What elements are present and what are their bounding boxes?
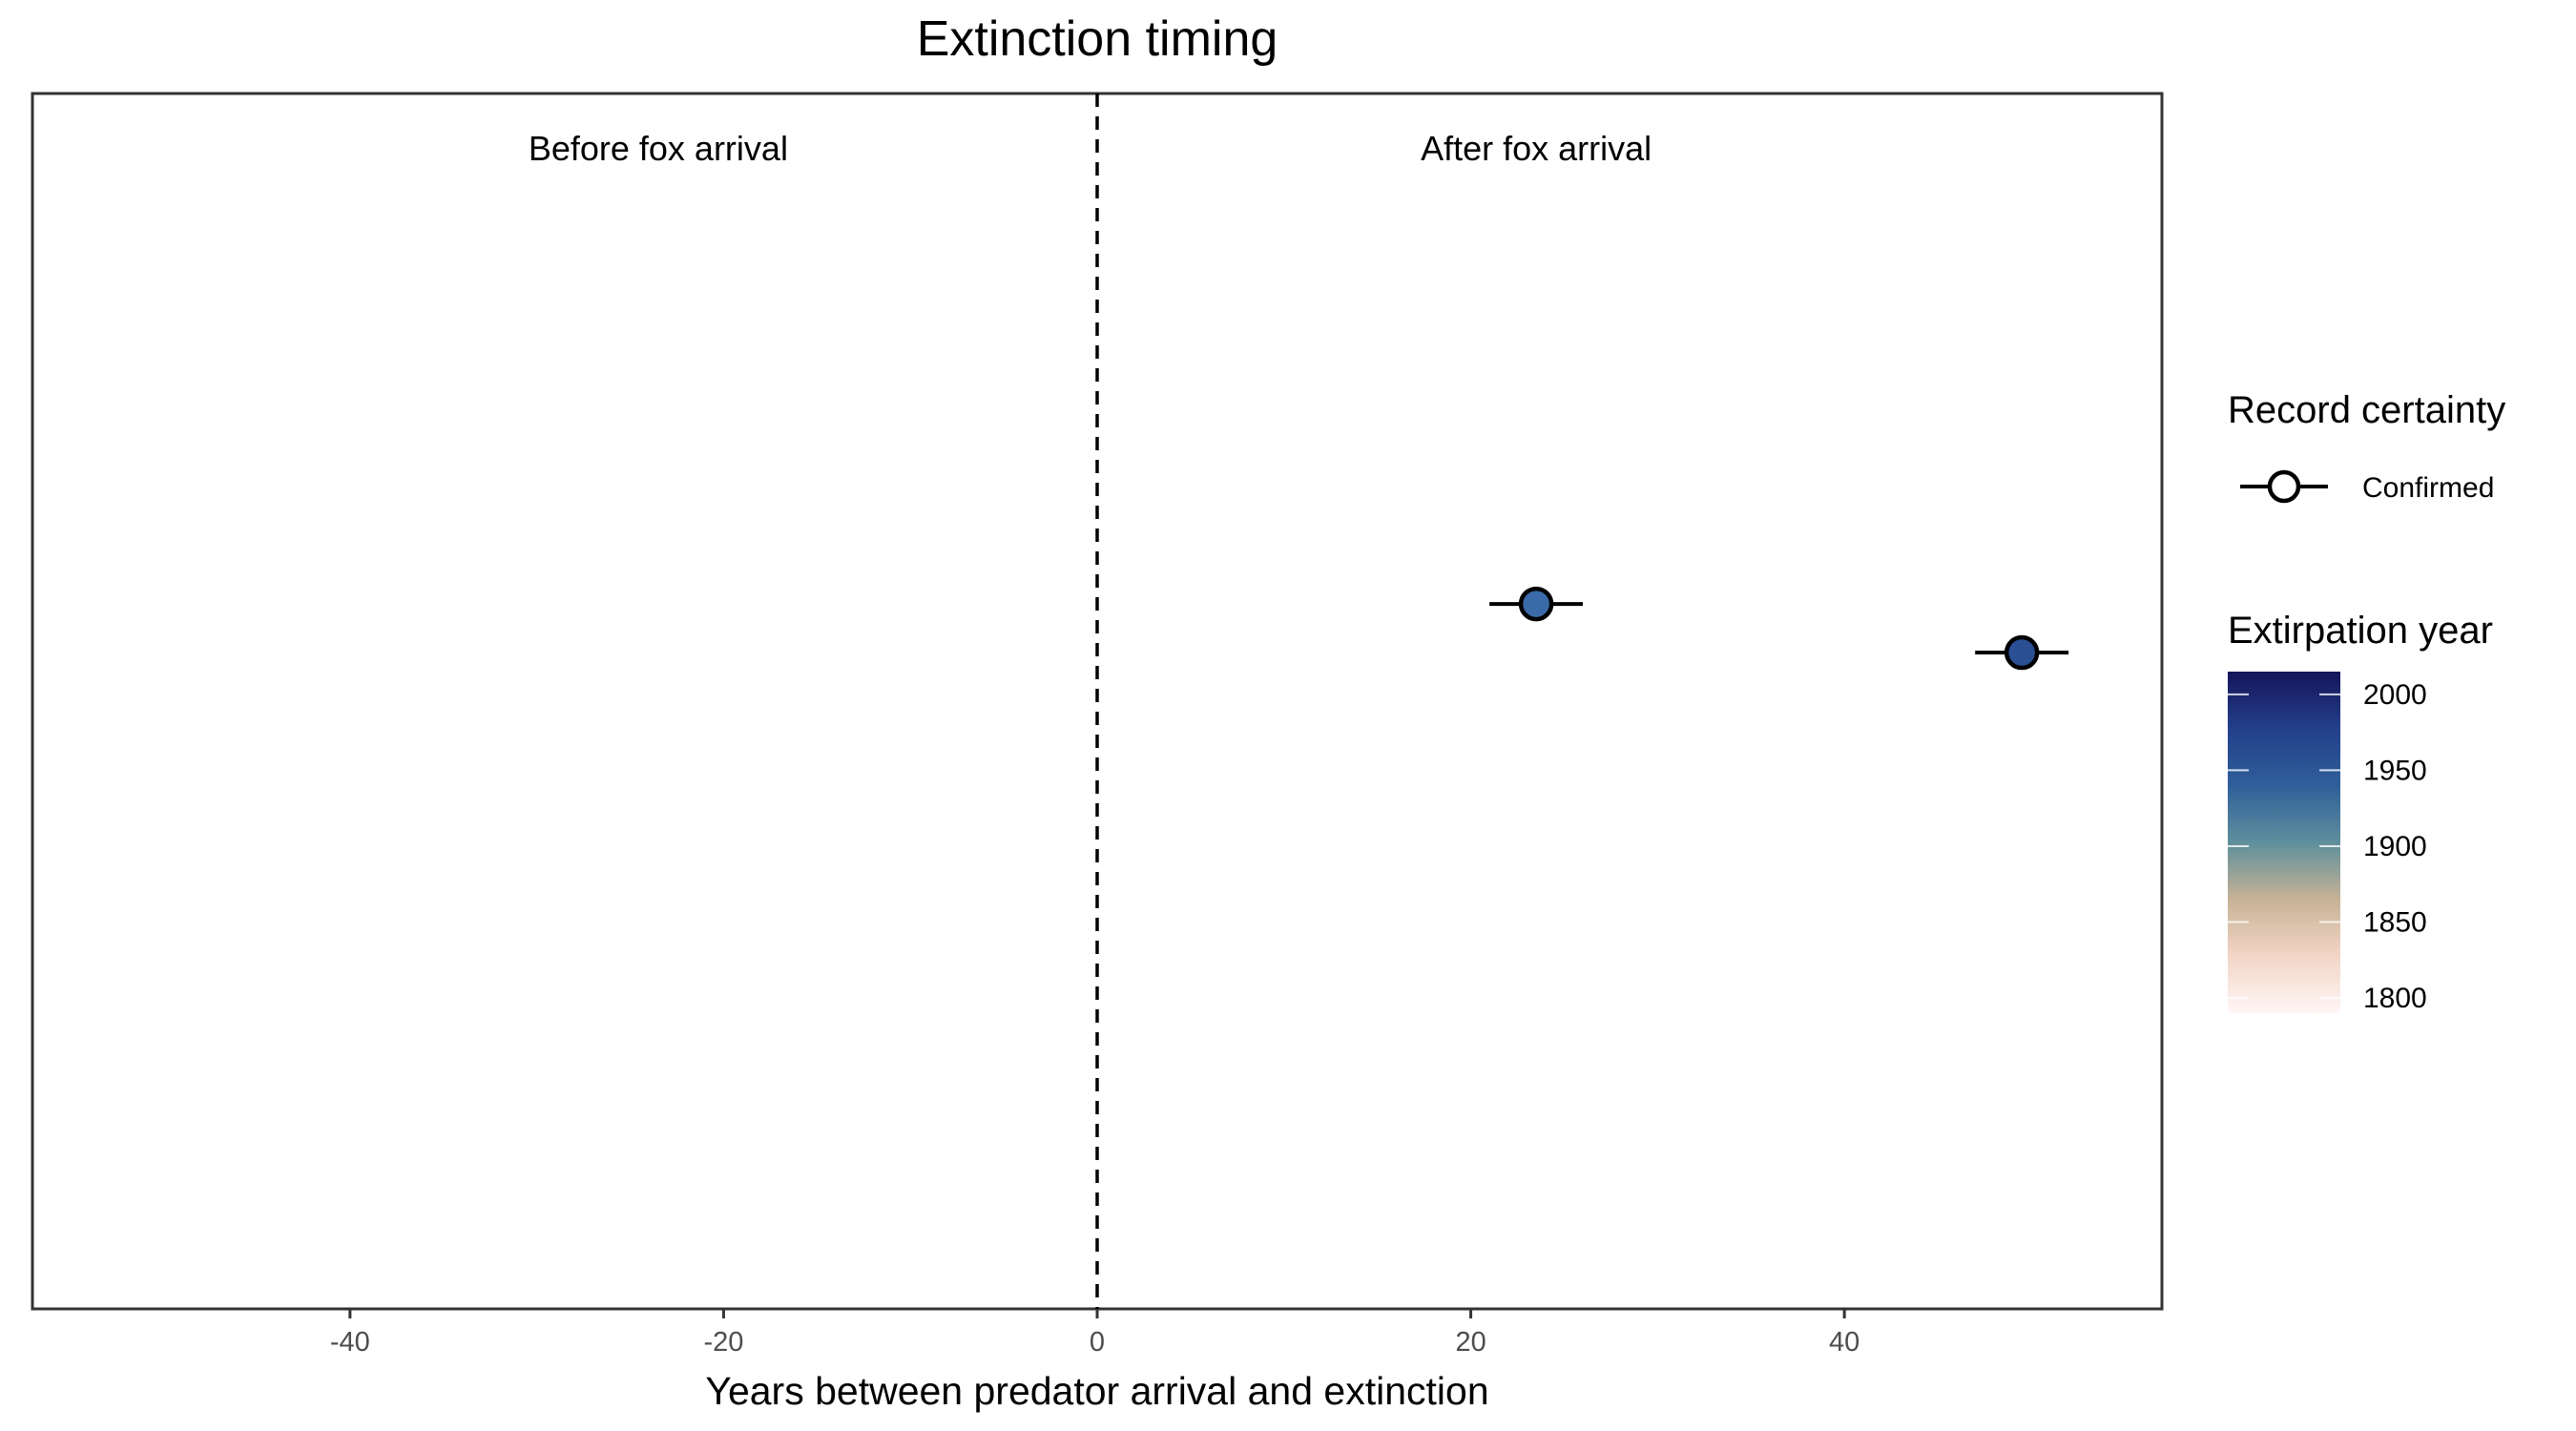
colorbar-tick-label: 1800 [2363,983,2427,1014]
annotation-label: Before fox arrival [529,129,788,168]
legend-certainty-title: Record certainty [2228,389,2505,431]
x-axis: -40 -20 0 20 40 [330,1309,1859,1358]
x-axis-title: Years between predator arrival and extin… [705,1369,1488,1413]
data-point [2004,634,2040,671]
x-tick-label: 0 [1090,1327,1105,1358]
legend-entry-label: Confirmed [2362,472,2494,504]
annotation-label: After fox arrival [1421,129,1652,168]
legend-certainty-entries: Confirmed [2240,469,2494,504]
colorbar-tick-label: 2000 [2363,679,2427,711]
colorbar-ticks: 2000 1950 1900 1850 1800 [2228,679,2427,1014]
data-point [1518,586,1554,622]
x-tick-label: -20 [703,1327,743,1358]
legend-year-title: Extirpation year [2228,610,2493,652]
colorbar-tick-label: 1950 [2363,755,2427,786]
points-layer [1489,586,2069,671]
colorbar-tick-label: 1850 [2363,907,2427,939]
x-tick-label: 40 [1829,1327,1859,1358]
x-tick-label: 20 [1455,1327,1485,1358]
legend-key-point [2267,469,2301,504]
colorbar-tick-label: 1900 [2363,831,2427,862]
chart-title: Extinction timing [917,11,1278,67]
x-tick-label: -40 [330,1327,370,1358]
annotation-layer: Before fox arrival After fox arrival [529,129,1652,168]
colorbar [2228,672,2340,1013]
legend: Record certainty Confirmed Extirpation y… [2228,389,2505,1014]
